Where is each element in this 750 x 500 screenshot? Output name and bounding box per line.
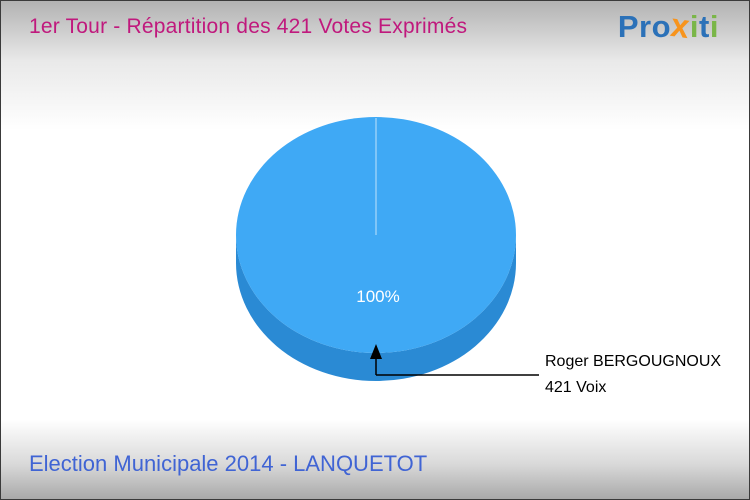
logo-letter-t: t bbox=[699, 9, 710, 44]
pie-slice-top bbox=[236, 117, 516, 353]
annotation-arrowhead bbox=[370, 344, 382, 359]
proxiti-logo: Proxiti bbox=[617, 6, 719, 45]
election-caption: Election Municipale 2014 - LANQUETOT bbox=[29, 451, 428, 476]
logo-letter-pro: Pro bbox=[617, 9, 672, 44]
logo-letter-i1: i bbox=[689, 9, 700, 44]
chart-title: 1er Tour - Répartition des 421 Votes Exp… bbox=[29, 15, 468, 38]
annotation-label: Roger BERGOUGNOUX 421 Voix bbox=[545, 349, 721, 401]
candidate-name-label: Roger BERGOUGNOUX bbox=[545, 353, 722, 370]
logo-letter-i2: i bbox=[709, 9, 719, 44]
votes-label: 421 Voix bbox=[545, 379, 607, 396]
pie-side bbox=[236, 235, 516, 381]
percent-label: 100% bbox=[356, 287, 400, 306]
